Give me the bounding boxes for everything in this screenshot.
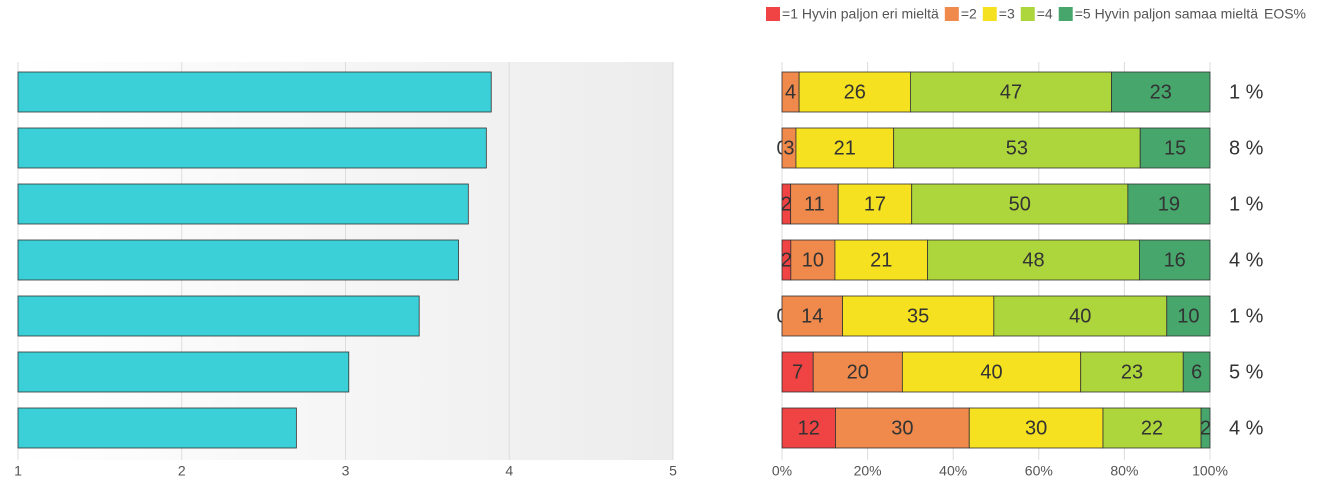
x-tick-label: 40% — [939, 463, 967, 479]
data-label: 23 — [1150, 81, 1172, 103]
bar-segment — [834, 239, 929, 281]
data-label: 19 — [1158, 193, 1180, 215]
data-label: 6 — [1191, 361, 1202, 383]
eos-label: 1 % — [1229, 81, 1264, 103]
legend-swatch — [766, 7, 781, 21]
bar-segment — [837, 183, 913, 225]
bar-segment — [842, 295, 995, 337]
bar-segment — [927, 239, 1140, 281]
x-tick-label: 5 — [669, 463, 677, 479]
bar-segment — [1127, 183, 1211, 225]
bar-segment — [798, 71, 911, 113]
legend-swatch — [982, 7, 997, 21]
eos-label: 4 % — [1229, 249, 1264, 271]
legend-swatch — [1058, 7, 1073, 21]
legend-label: =1 Hyvin paljon eri mieltä — [782, 6, 939, 22]
bar-segment — [781, 407, 836, 449]
data-label: 15 — [1164, 137, 1186, 159]
bar-segment — [993, 295, 1168, 337]
legend-label: =5 Hyvin paljon samaa mieltä — [1075, 6, 1258, 22]
x-tick-label: 2 — [178, 463, 186, 479]
bar-segment — [1080, 351, 1184, 393]
legend-label: =4 — [1037, 6, 1053, 22]
data-label: 21 — [870, 249, 892, 271]
data-label: 21 — [834, 137, 856, 159]
legend-label: =2 — [961, 6, 977, 22]
bar-segment — [910, 71, 1112, 113]
data-label: 17 — [864, 193, 886, 215]
bar — [17, 71, 492, 113]
data-label: 47 — [1000, 81, 1022, 103]
data-label: 16 — [1164, 249, 1186, 271]
eos-label: 5 % — [1229, 361, 1264, 383]
bar-segment — [790, 183, 839, 225]
x-tick-label: 0% — [772, 463, 792, 479]
data-label: 35 — [907, 305, 929, 327]
legend-label: =3 — [999, 6, 1015, 22]
eos-label: 4 % — [1229, 417, 1264, 439]
x-tick-label: 1 — [14, 463, 22, 479]
bar-segment — [790, 239, 836, 281]
data-label: 2 — [1200, 417, 1211, 439]
data-label: 4 — [785, 81, 796, 103]
legend-swatch — [944, 7, 959, 21]
data-label: 48 — [1022, 249, 1044, 271]
data-label: 40 — [980, 361, 1002, 383]
bar-segment — [781, 351, 814, 393]
data-label: 53 — [1006, 137, 1028, 159]
data-label: 2 — [781, 193, 792, 215]
bar — [17, 183, 469, 225]
bar — [17, 407, 297, 449]
bar-segment — [1166, 295, 1211, 337]
bar-segment — [968, 407, 1104, 449]
data-label: 50 — [1009, 193, 1031, 215]
x-tick-label: 4 — [505, 463, 513, 479]
x-tick-label: 60% — [1025, 463, 1053, 479]
data-label: 2 — [781, 249, 792, 271]
data-label: 11 — [804, 193, 825, 215]
x-tick-label: 100% — [1192, 463, 1228, 479]
eos-label: 1 % — [1229, 193, 1264, 215]
data-label: 10 — [802, 249, 824, 271]
bar-segment — [893, 127, 1141, 169]
data-label: 3 — [783, 137, 794, 159]
data-label: 7 — [792, 361, 803, 383]
bar-segment — [812, 351, 903, 393]
bar — [17, 239, 459, 281]
data-label: 26 — [844, 81, 866, 103]
bar-segment — [1111, 71, 1211, 113]
data-label: 30 — [891, 417, 913, 439]
bar — [17, 295, 420, 337]
legend-swatch — [1020, 7, 1035, 21]
bar-segment — [1139, 239, 1211, 281]
bar-segment — [1200, 407, 1211, 449]
bar — [17, 351, 350, 393]
bar-segment — [1182, 351, 1211, 393]
legend-label: EOS% — [1264, 6, 1306, 22]
bar — [17, 127, 487, 169]
data-label: 22 — [1141, 417, 1163, 439]
x-tick-label: 80% — [1110, 463, 1138, 479]
data-label: 20 — [847, 361, 869, 383]
eos-label: 1 % — [1229, 305, 1264, 327]
x-tick-label: 20% — [854, 463, 882, 479]
bar-segment — [1139, 127, 1211, 169]
data-label: 12 — [798, 417, 820, 439]
eos-label: 8 % — [1229, 137, 1264, 159]
bar-segment — [781, 295, 843, 337]
x-tick-label: 3 — [342, 463, 350, 479]
data-label: 40 — [1069, 305, 1091, 327]
bar-segment — [901, 351, 1082, 393]
bar-segment — [795, 127, 895, 169]
data-label: 23 — [1121, 361, 1143, 383]
data-label: 14 — [801, 305, 823, 327]
bar-segment — [1102, 407, 1202, 449]
data-label: 30 — [1025, 417, 1047, 439]
data-label: 10 — [1177, 305, 1199, 327]
